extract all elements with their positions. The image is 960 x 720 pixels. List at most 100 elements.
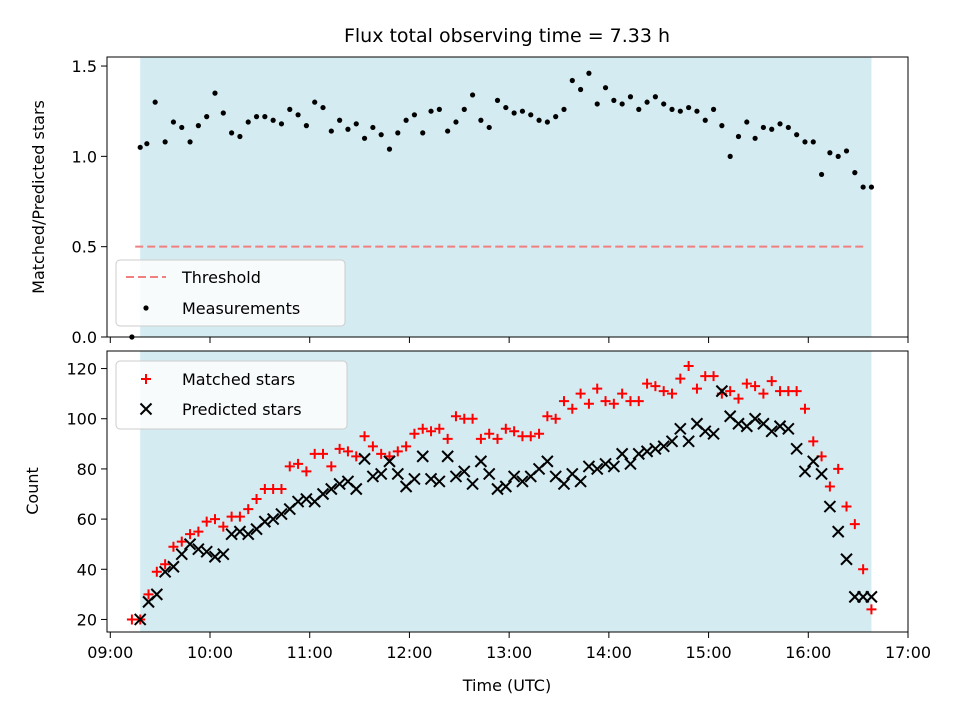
matched-star-point (168, 541, 179, 552)
measurement-point (544, 119, 550, 125)
matched-star-point (209, 514, 220, 525)
predicted-star-point (167, 560, 180, 573)
matched-star-point (600, 396, 611, 407)
measurement-point (395, 130, 401, 136)
chart-title: Flux total observing time = 7.33 h (344, 25, 670, 47)
matched-star-point (467, 413, 478, 424)
matched-star-point (342, 446, 353, 457)
measurement-point (536, 117, 542, 123)
predicted-star-point (507, 470, 521, 483)
measurement-point (702, 117, 708, 123)
measurement-point (361, 135, 368, 141)
predicted-star-point (233, 525, 247, 538)
matched-star-point (376, 448, 387, 459)
measurement-point (420, 130, 426, 136)
matched-star-point (592, 383, 603, 394)
predicted-star-point (798, 465, 812, 478)
y-tick-label: 40 (77, 560, 97, 579)
predicted-star-point (458, 465, 471, 478)
measurement-point (403, 117, 409, 123)
predicted-star-point (383, 455, 396, 468)
measurement-point (694, 108, 700, 114)
x-tick-label: 14:00 (586, 643, 632, 662)
matched-star-point (475, 433, 486, 444)
predicted-star-point (474, 455, 488, 468)
measurement-point (578, 86, 584, 93)
predicted-star-point (208, 550, 222, 563)
predicted-star-point (640, 445, 654, 458)
matched-star-point (318, 448, 329, 459)
measurement-point (436, 106, 442, 112)
matched-star-point (284, 461, 295, 472)
plot-frame-bottom (106, 350, 909, 633)
predicted-star-point (200, 545, 213, 558)
predicted-star-point (831, 525, 845, 538)
measurement-point (212, 90, 218, 96)
x-axis-label: Time (UTC) (462, 676, 551, 695)
matched-star-point (642, 378, 653, 389)
measurement-point (827, 150, 833, 156)
predicted-star-point (192, 542, 205, 556)
measurement-point (602, 85, 609, 91)
legend-matched-label: Matched stars (182, 370, 295, 389)
matched-star-point (799, 403, 810, 414)
measurement-point (162, 139, 168, 145)
measurement-point (769, 126, 775, 132)
measurement-point (461, 106, 467, 112)
measurement-point (569, 77, 575, 84)
measurement-point (553, 114, 559, 120)
x-ticks-bottom: 09:00 10:00 11:00 12:00 13:00 14:00 15:00 16:00… (87, 632, 931, 662)
predicted-star-point (217, 548, 230, 561)
predicted-star-point (225, 527, 238, 541)
predicted-star-point (516, 475, 529, 488)
predicted-star-point (350, 482, 363, 496)
predicted-star-point (748, 412, 762, 425)
predicted-star-point (865, 590, 878, 604)
measurement-point (561, 106, 567, 112)
measurement-point (744, 119, 750, 125)
x-marker (139, 402, 153, 416)
measurement-point (619, 101, 625, 107)
matched-star-point (293, 458, 304, 469)
matched-star-point (401, 441, 412, 452)
legend-bottom: Matched stars Predicted stars (115, 360, 348, 430)
matched-star-point (384, 451, 395, 462)
predicted-star-point (408, 472, 421, 486)
predicted-star-point (674, 422, 687, 435)
y-axis-label-bottom: Count (23, 467, 42, 515)
predicted-star-point (491, 482, 504, 496)
predicted-star-point (807, 455, 820, 468)
matched-star-point (326, 461, 337, 472)
measurement-point (378, 132, 384, 138)
predicted-star-point (624, 457, 637, 471)
predicted-star-point (707, 427, 720, 441)
matched-star-point (409, 428, 420, 439)
matched-star-point (276, 483, 287, 494)
matched-star-point (791, 386, 802, 397)
predicted-star-point (499, 480, 513, 493)
measurement-point (253, 114, 260, 120)
measurement-point (295, 112, 301, 118)
predicted-star-point (183, 537, 197, 551)
predicted-star-point (416, 450, 429, 463)
matched-star-point (442, 433, 453, 444)
predicted-star-point (782, 422, 795, 435)
legend-measurements-swatch (143, 305, 149, 311)
measurement-point (469, 92, 476, 98)
measurement-point (187, 139, 193, 145)
predicted-star-point (615, 447, 629, 461)
predicted-star-point (391, 467, 405, 481)
y-tick-label: 0.5 (72, 238, 97, 257)
matched-star-point (675, 373, 686, 384)
measurement-point (386, 146, 393, 152)
matched-star-point (833, 463, 844, 474)
matched-star-point (334, 443, 345, 454)
y-tick-label: 100 (66, 410, 97, 429)
legend-box-bottom (115, 360, 348, 430)
measurement-point (710, 106, 717, 112)
matched-star-point (858, 564, 869, 575)
matched-star-point (251, 494, 262, 505)
y-ticks-bottom: 20 40 60 80 100 120 (66, 360, 107, 629)
x-tick-label: 10:00 (187, 643, 233, 662)
predicted-star-point (591, 462, 604, 476)
